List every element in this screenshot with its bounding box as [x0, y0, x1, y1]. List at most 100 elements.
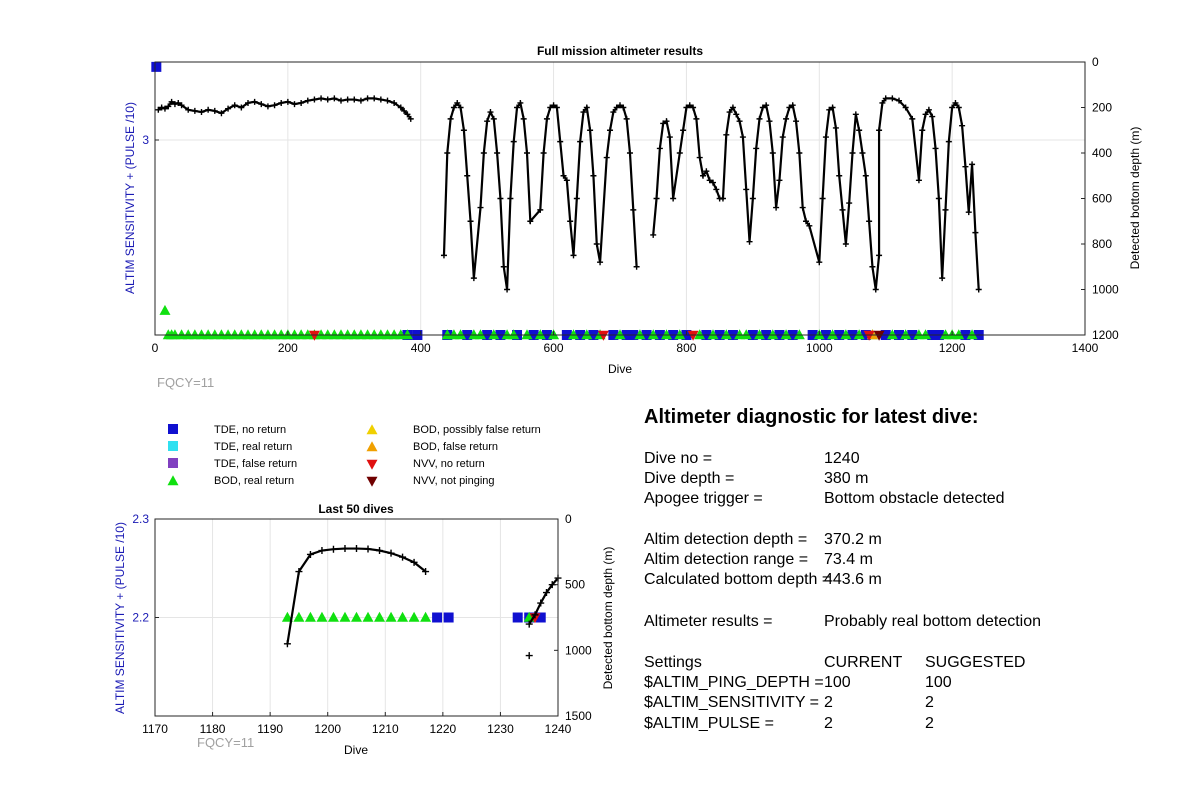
depth-point	[706, 177, 713, 184]
data-marker	[634, 329, 646, 340]
depth-point	[450, 104, 457, 111]
depth-point	[329, 545, 337, 553]
data-marker	[886, 329, 898, 340]
x-tick-label: 1200	[314, 722, 341, 736]
depth-point	[457, 104, 464, 111]
right-tick-label: 800	[1092, 237, 1112, 251]
data-marker	[512, 612, 523, 623]
depth-point	[573, 195, 580, 202]
bottom-plot-title: Last 50 dives	[318, 502, 394, 516]
depth-point	[593, 241, 600, 247]
depth-point	[171, 101, 178, 108]
top-plot-left-axis-label: ALTIM SENSITIVITY + (PULSE /10)	[123, 102, 137, 294]
right-tick-label: 500	[565, 578, 585, 592]
diag-row-value: 380 m	[824, 470, 868, 487]
depth-point	[298, 99, 305, 106]
depth-point	[278, 99, 285, 106]
depth-point	[351, 96, 358, 103]
diag-row-label: Dive no =	[644, 450, 712, 467]
setting-current: 2	[824, 694, 833, 711]
depth-point	[932, 145, 939, 152]
depth-point	[739, 134, 746, 141]
depth-point	[733, 111, 740, 118]
legend-marker	[168, 424, 178, 434]
depth-point	[902, 104, 909, 111]
depth-point	[915, 177, 922, 184]
depth-point	[155, 106, 162, 113]
legend-label: BOD, possibly false return	[413, 424, 541, 436]
depth-point	[872, 286, 879, 293]
right-tick-label: 0	[565, 512, 572, 526]
depth-point	[723, 131, 730, 138]
data-marker	[597, 330, 609, 341]
depth-point	[806, 222, 813, 229]
depth-point	[876, 127, 883, 134]
depth-point	[484, 118, 491, 125]
diag-row-label: Dive depth =	[644, 470, 734, 487]
depth-point	[510, 138, 517, 145]
depth-point	[487, 109, 494, 116]
data-marker	[863, 330, 875, 341]
depth-point	[376, 547, 384, 555]
depth-point	[842, 241, 849, 247]
left-tick-label: 2.3	[132, 512, 149, 526]
depth-line	[652, 97, 980, 290]
data-marker	[720, 329, 732, 340]
depth-point	[324, 96, 331, 103]
depth-point	[191, 107, 198, 114]
depth-point	[972, 229, 979, 236]
bottom-plot-left-ticks: 2.2 2.3	[132, 512, 159, 625]
right-tick-label: 1500	[565, 709, 592, 723]
legend-label: BOD, false return	[413, 441, 498, 453]
depth-point	[597, 259, 604, 266]
settings-header-current: CURRENT	[824, 654, 902, 671]
depth-point	[729, 104, 736, 111]
depth-point	[846, 200, 853, 207]
x-tick-label: 800	[676, 341, 696, 355]
depth-point	[852, 111, 859, 118]
depth-point	[231, 102, 238, 109]
data-marker	[374, 611, 386, 622]
depth-point	[560, 172, 567, 179]
depth-point	[919, 127, 926, 134]
depth-point	[497, 195, 504, 202]
depth-point	[344, 96, 351, 103]
top-plot-right-ticks: 0 200 400 600 800 1000 1200	[1081, 55, 1119, 342]
bottom-plot-left-axis-label: ALTIM SENSITIVITY + (PULSE /10)	[113, 522, 127, 714]
top-plot-fqcy: FQCY=11	[157, 375, 214, 390]
depth-point	[225, 105, 232, 112]
data-marker	[304, 611, 316, 622]
depth-point	[680, 127, 687, 134]
setting-label: $ALTIM_PING_DEPTH =	[644, 674, 824, 691]
depth-point	[331, 95, 338, 102]
depth-point	[404, 111, 411, 118]
depth-point	[364, 95, 371, 102]
depth-point	[590, 172, 597, 179]
depth-point	[401, 107, 408, 114]
depth-point	[165, 103, 172, 110]
depth-point	[793, 118, 800, 125]
legend-label: BOD, real return	[214, 475, 294, 487]
depth-line	[528, 577, 559, 625]
diag-row-label: Altim detection depth =	[644, 531, 807, 548]
depth-point	[364, 545, 372, 553]
data-marker	[793, 329, 805, 340]
depth-point	[935, 195, 942, 202]
depth-point	[690, 104, 697, 111]
depth-point	[271, 102, 278, 109]
legend-label: NVV, not pinging	[413, 475, 495, 487]
data-marker	[455, 329, 467, 340]
data-marker	[281, 611, 293, 622]
depth-point	[537, 206, 544, 213]
data-marker	[443, 612, 454, 623]
depth-point	[211, 107, 218, 114]
data-marker	[674, 329, 686, 340]
depth-point	[524, 150, 530, 156]
depth-point	[826, 106, 833, 113]
depth-point	[696, 154, 703, 161]
depth-point	[836, 172, 843, 179]
depth-point	[295, 568, 303, 576]
depth-point	[633, 263, 640, 270]
depth-point	[766, 118, 773, 125]
depth-point	[773, 204, 780, 211]
